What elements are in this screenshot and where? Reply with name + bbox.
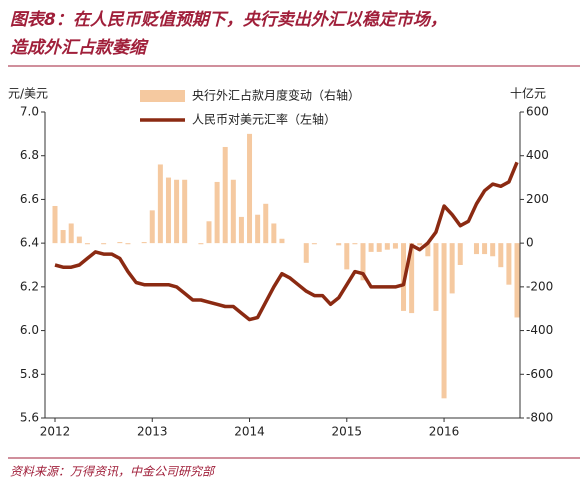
legend-label: 人民币对美元汇率（左轴） bbox=[192, 112, 336, 127]
chart-title: 图表8：在人民币贬值预期下，央行卖出外汇以稳定市场， bbox=[10, 10, 447, 30]
legend-label: 央行外汇占款月度变动（右轴） bbox=[192, 88, 360, 103]
y2-tick-label: 200 bbox=[526, 192, 549, 206]
bar bbox=[425, 243, 431, 257]
y-tick-label: 6.2 bbox=[20, 279, 39, 293]
line bbox=[54, 161, 519, 322]
bar bbox=[441, 243, 447, 399]
bar bbox=[433, 243, 439, 311]
bar bbox=[311, 243, 317, 245]
bar bbox=[255, 214, 261, 244]
bar bbox=[482, 243, 488, 255]
bar bbox=[336, 243, 342, 246]
bar bbox=[376, 243, 382, 252]
y2-tick-label: -600 bbox=[526, 367, 553, 381]
bar bbox=[214, 181, 220, 244]
bar bbox=[303, 243, 309, 263]
bar bbox=[247, 133, 253, 244]
chart-title: 造成外汇占款萎缩 bbox=[10, 38, 149, 58]
y-tick-label: 5.8 bbox=[20, 367, 39, 381]
y-tick-label: 7.0 bbox=[20, 105, 39, 119]
x-tick-label: 2012 bbox=[40, 425, 71, 439]
bar bbox=[165, 177, 171, 244]
bar bbox=[263, 203, 269, 244]
bar bbox=[360, 243, 366, 281]
bar bbox=[230, 179, 236, 244]
bar bbox=[101, 243, 107, 245]
bar bbox=[141, 242, 147, 244]
bar bbox=[182, 179, 188, 244]
y2-tick-label: 400 bbox=[526, 148, 549, 162]
bar bbox=[392, 243, 398, 249]
y-tick-label: 5.6 bbox=[20, 411, 39, 425]
bar bbox=[498, 243, 504, 268]
bar bbox=[417, 243, 423, 246]
bar bbox=[198, 243, 204, 245]
bar bbox=[384, 243, 390, 250]
bar bbox=[506, 243, 512, 285]
bar bbox=[409, 243, 415, 314]
y-axis-label: 元/美元 bbox=[8, 87, 48, 101]
bar bbox=[490, 243, 496, 257]
y2-tick-label: -200 bbox=[526, 279, 553, 293]
y-tick-label: 6.8 bbox=[20, 148, 39, 162]
bar bbox=[279, 238, 285, 244]
bar bbox=[344, 243, 350, 270]
y-tick-label: 6.0 bbox=[20, 323, 39, 337]
legend-swatch bbox=[140, 90, 185, 102]
bar bbox=[206, 221, 212, 244]
bar bbox=[174, 179, 180, 244]
bar bbox=[149, 210, 155, 244]
x-tick-label: 2013 bbox=[137, 425, 168, 439]
bar bbox=[125, 243, 131, 245]
y2-tick-label: 600 bbox=[526, 105, 549, 119]
bar bbox=[117, 242, 123, 244]
y-tick-label: 6.4 bbox=[20, 236, 39, 250]
bar bbox=[68, 223, 74, 244]
source: 资料来源：万得资讯，中金公司研究部 bbox=[10, 465, 216, 479]
bar bbox=[157, 164, 163, 244]
y2-tick-label: -800 bbox=[526, 411, 553, 425]
y2-axis-label: 十亿元 bbox=[510, 86, 546, 101]
x-tick-label: 2014 bbox=[234, 425, 265, 439]
bar bbox=[473, 243, 479, 255]
bar bbox=[60, 230, 66, 244]
bar bbox=[76, 236, 82, 244]
bar bbox=[449, 243, 455, 294]
bar bbox=[271, 223, 277, 244]
y-tick-label: 6.6 bbox=[20, 192, 39, 206]
bar bbox=[352, 243, 358, 245]
y2-tick-label: -400 bbox=[526, 323, 553, 337]
bar bbox=[368, 243, 374, 252]
bar bbox=[238, 216, 244, 244]
bar bbox=[222, 146, 228, 244]
bar bbox=[514, 243, 520, 318]
x-tick-label: 2016 bbox=[429, 425, 460, 439]
bar bbox=[457, 243, 463, 265]
bar bbox=[52, 205, 58, 244]
bar bbox=[84, 243, 90, 245]
y2-tick-label: 0 bbox=[526, 236, 534, 250]
x-tick-label: 2015 bbox=[332, 425, 363, 439]
